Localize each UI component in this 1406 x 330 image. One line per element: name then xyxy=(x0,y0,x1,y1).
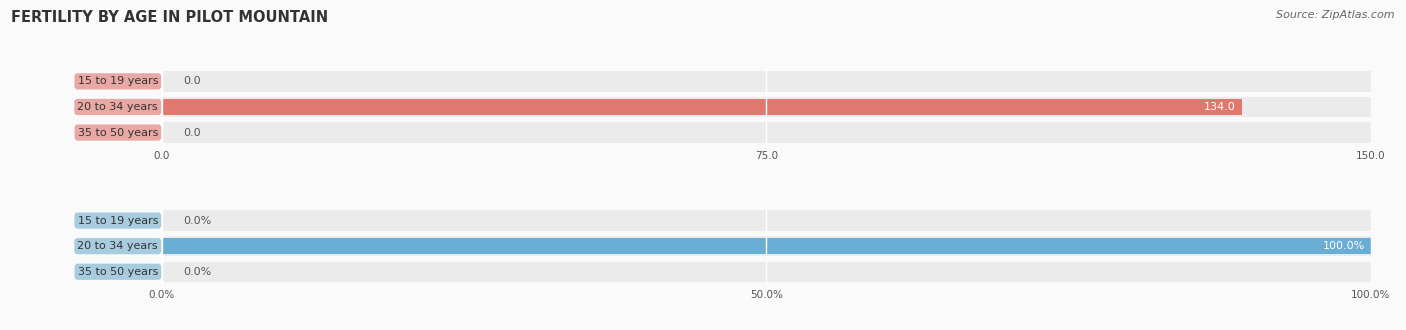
Text: 35 to 50 years: 35 to 50 years xyxy=(77,267,157,277)
Text: 100.0%: 100.0% xyxy=(1323,241,1365,251)
Bar xyxy=(162,99,1241,115)
Bar xyxy=(162,236,1371,256)
Text: 20 to 34 years: 20 to 34 years xyxy=(77,102,157,112)
Text: 0.0%: 0.0% xyxy=(183,267,212,277)
Bar xyxy=(162,122,1371,143)
Text: 0.0: 0.0 xyxy=(183,76,201,86)
Bar xyxy=(162,97,1371,117)
Text: 15 to 19 years: 15 to 19 years xyxy=(77,215,157,226)
Text: 0.0%: 0.0% xyxy=(183,215,212,226)
Bar xyxy=(162,210,1371,231)
Bar xyxy=(162,261,1371,282)
Text: 0.0: 0.0 xyxy=(183,127,201,138)
Bar xyxy=(162,238,1371,254)
Text: 134.0: 134.0 xyxy=(1204,102,1236,112)
Text: Source: ZipAtlas.com: Source: ZipAtlas.com xyxy=(1277,10,1395,20)
Text: FERTILITY BY AGE IN PILOT MOUNTAIN: FERTILITY BY AGE IN PILOT MOUNTAIN xyxy=(11,10,329,25)
Text: 35 to 50 years: 35 to 50 years xyxy=(77,127,157,138)
Text: 20 to 34 years: 20 to 34 years xyxy=(77,241,157,251)
Text: 15 to 19 years: 15 to 19 years xyxy=(77,76,157,86)
Bar xyxy=(162,71,1371,92)
